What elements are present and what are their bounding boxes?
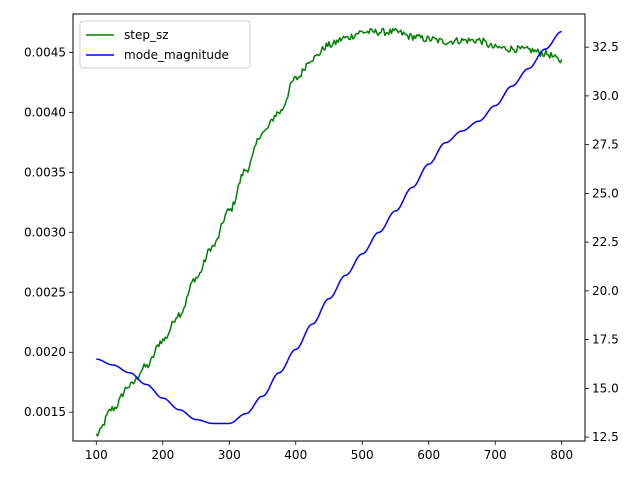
legend-box [79,20,251,69]
y2-tick-label: 30.0 [592,89,619,103]
y2-tick-label: 25.0 [592,186,619,200]
y-tick-label: 0.0035 [24,165,66,179]
y-tick-label: 0.0020 [24,345,66,359]
legend-label-mode_magnitude: mode_magnitude [124,48,229,62]
y-tick-label: 0.0030 [24,225,66,239]
x-tick-label: 400 [284,448,307,462]
plot-lines [95,27,563,437]
y-tick-label: 0.0015 [24,405,66,419]
y2-tick-label: 12.5 [592,430,619,444]
y2-tick-label: 17.5 [592,333,619,347]
y-tick-label: 0.0025 [24,285,66,299]
y2-tick-label: 20.0 [592,284,619,298]
y2-tick-label: 22.5 [592,235,619,249]
series-line-step_sz [95,27,563,437]
x-tick-label: 200 [151,448,174,462]
legend: step_sz mode_magnitude [79,20,251,69]
axes: 100 200 300 400 500 600 700 800 0.0015 0.0020 0.00… [24,13,619,462]
legend-label-step_sz: step_sz [124,28,169,42]
plot-frame [72,13,586,442]
y-tick-label: 0.0045 [24,45,66,59]
y-tick-label: 0.0040 [24,105,66,119]
x-tick-label: 800 [550,448,573,462]
y2-tick-label: 27.5 [592,138,619,152]
x-tick-label: 100 [85,448,108,462]
y2-tick-label: 15.0 [592,381,619,395]
x-tick-label: 500 [351,448,374,462]
x-tick-label: 700 [484,448,507,462]
x-tick-label: 300 [218,448,241,462]
x-tick-label: 600 [417,448,440,462]
series-line-mode_magnitude [96,30,562,425]
y2-tick-label: 32.5 [592,40,619,54]
